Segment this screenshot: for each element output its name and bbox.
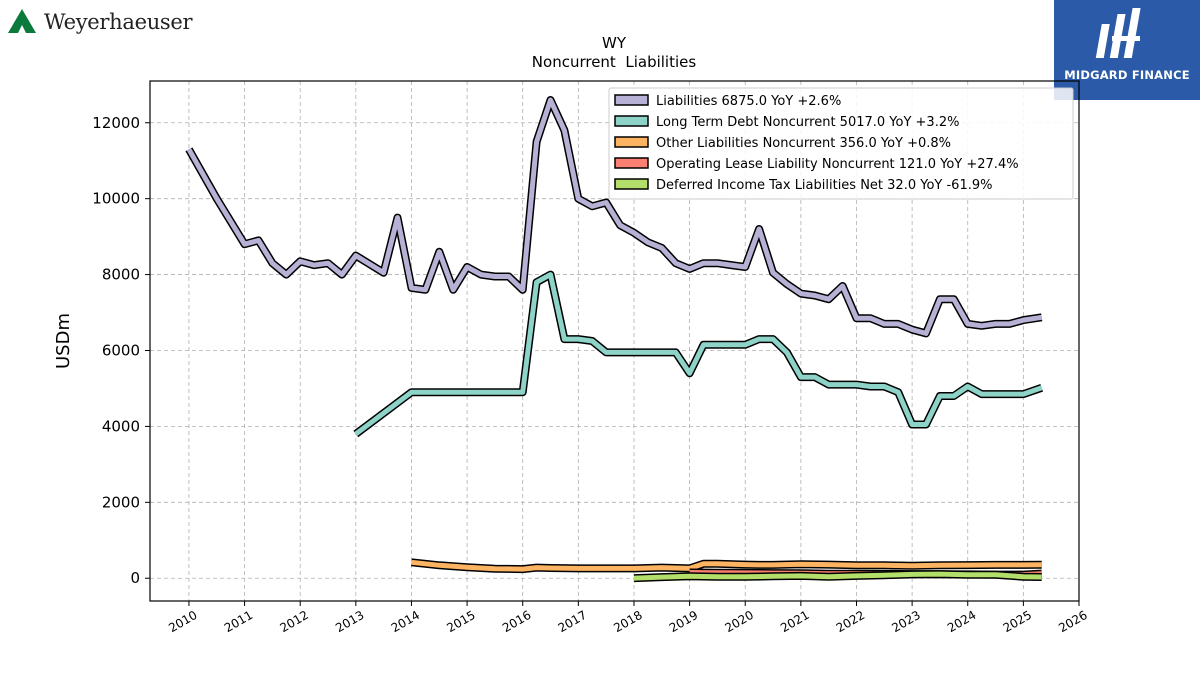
x-tick-label: 2024 (945, 608, 978, 635)
y-tick-label: 10000 (92, 190, 140, 208)
legend-label: Deferred Income Tax Liabilities Net 32.0… (656, 178, 992, 193)
partner-name: MIDGARD FINANCE (1064, 68, 1190, 82)
y-axis-label: USDm (53, 313, 74, 369)
legend-swatch (614, 115, 649, 127)
x-tick-label: 2010 (166, 608, 199, 635)
legend: Liabilities 6875.0 YoY +2.6% Long Term De… (608, 87, 1074, 200)
x-tick-label: 2026 (1056, 608, 1089, 635)
series-0 (185, 96, 1043, 338)
company-name: Weyerhaeuser (44, 10, 193, 34)
legend-label: Other Liabilities Noncurrent 356.0 YoY +… (656, 136, 951, 151)
x-tick-label: 2021 (778, 608, 811, 635)
x-tick-label: 2023 (889, 608, 922, 635)
series-1 (353, 270, 1044, 438)
x-tick-label: 2019 (667, 608, 700, 635)
x-tick-label: 2025 (1001, 608, 1034, 635)
series-lines (185, 96, 1044, 583)
x-tick-label: 2022 (834, 608, 867, 635)
x-tick-label: 2012 (277, 608, 310, 635)
y-tick-label: 12000 (92, 114, 140, 132)
legend-swatch (614, 94, 649, 106)
legend-box (608, 87, 1074, 200)
y-tick-label: 4000 (102, 417, 140, 435)
legend-swatch (614, 136, 649, 148)
legend-label: Liabilities 6875.0 YoY +2.6% (656, 94, 841, 109)
x-tick-label: 2015 (444, 608, 477, 635)
x-tick-label: 2014 (389, 608, 422, 635)
chart-subtitle: Noncurrent Liabilities (532, 53, 697, 71)
y-tick-label: 2000 (102, 493, 140, 511)
series-line (411, 559, 1042, 572)
y-tick-label: 0 (130, 569, 140, 587)
x-tick-label: 2011 (222, 608, 255, 635)
series-line (354, 272, 1043, 436)
series-line (633, 571, 1042, 581)
y-tick-label: 6000 (102, 341, 140, 359)
legend-swatch (614, 157, 649, 169)
x-tick-label: 2020 (723, 608, 756, 635)
midgard-monogram-icon (1095, 8, 1141, 58)
series-2 (411, 558, 1042, 574)
plot-frame (149, 80, 1080, 602)
x-tick-label: 2018 (611, 608, 644, 635)
legend-swatch (614, 178, 649, 190)
tree-icon (8, 9, 36, 33)
weyerhaeuser-logo: Weyerhaeuser (6, 6, 193, 38)
series-line (186, 97, 1043, 336)
midgard-finance-logo: MIDGARD FINANCE (1054, 0, 1200, 100)
series-4 (633, 570, 1042, 583)
x-tick-label: 2013 (333, 608, 366, 635)
legend-label: Operating Lease Liability Noncurrent 121… (656, 157, 1019, 172)
x-tick-label: 2016 (500, 608, 533, 635)
x-tick-label: 2017 (556, 608, 589, 635)
legend-label: Long Term Debt Noncurrent 5017.0 YoY +3.… (656, 115, 959, 130)
y-tick-label: 8000 (102, 266, 140, 284)
chart-title: WY (602, 34, 627, 52)
